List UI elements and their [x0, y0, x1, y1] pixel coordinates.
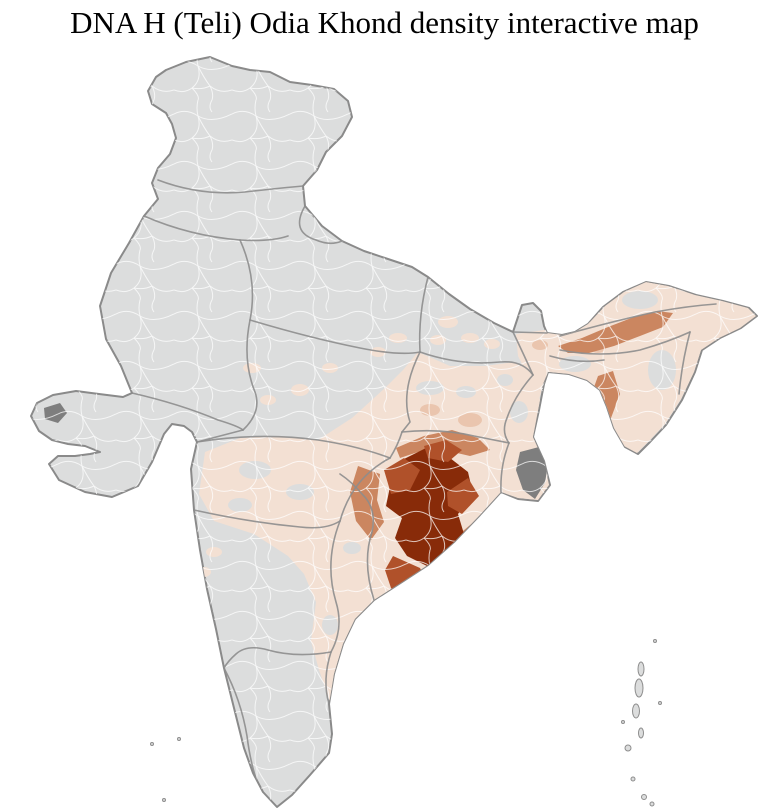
region-low-accent[interactable] [382, 615, 398, 625]
lakshadweep-islands[interactable] [150, 737, 181, 802]
district-boundaries [31, 57, 757, 807]
page-title: DNA H (Teli) Odia Khond density interact… [70, 5, 699, 40]
islands [150, 639, 662, 807]
state-borders [131, 179, 717, 790]
region-mizoram-patch[interactable] [602, 430, 612, 444]
andaman-nicobar-islands[interactable] [621, 639, 662, 807]
region-nodata-patch[interactable] [452, 564, 472, 580]
